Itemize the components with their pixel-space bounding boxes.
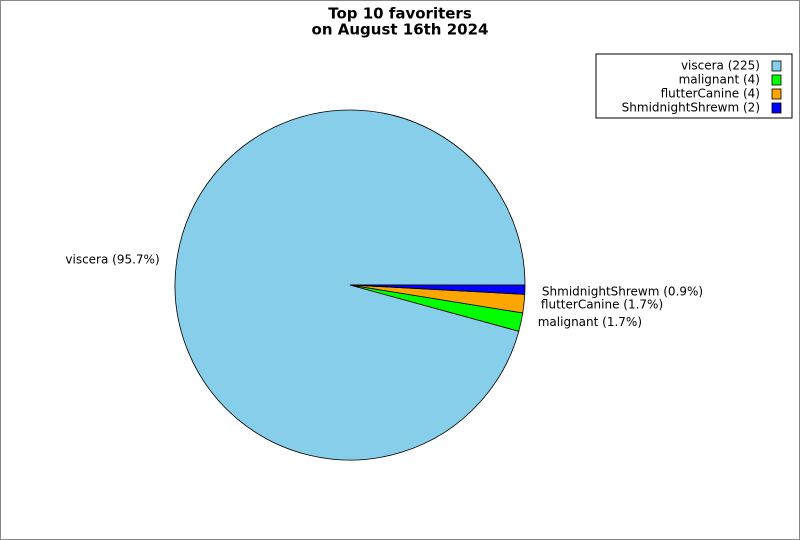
chart-subtitle: on August 16th 2024 [312,21,489,39]
slice-label: flutterCanine (1.7%) [541,297,663,311]
legend-swatch [771,74,782,86]
chart-title: Top 10 favoriters [328,5,472,23]
pie-slice [349,284,526,295]
slice-label: ShmidnightShrewm (0.9%) [542,284,703,298]
legend-label: viscera (225) [681,59,760,73]
legend-box [595,53,793,119]
legend-label: ShmidnightShrewm (2) [622,101,760,115]
legend-label: flutterCanine (4) [661,87,760,101]
legend-swatch [771,102,782,114]
legend-label: malignant (4) [679,73,760,87]
slice-label: malignant (1.7%) [538,315,642,329]
legend-swatch [771,88,782,100]
slice-label: viscera (95.7%) [65,253,159,267]
legend-swatch [771,60,782,72]
